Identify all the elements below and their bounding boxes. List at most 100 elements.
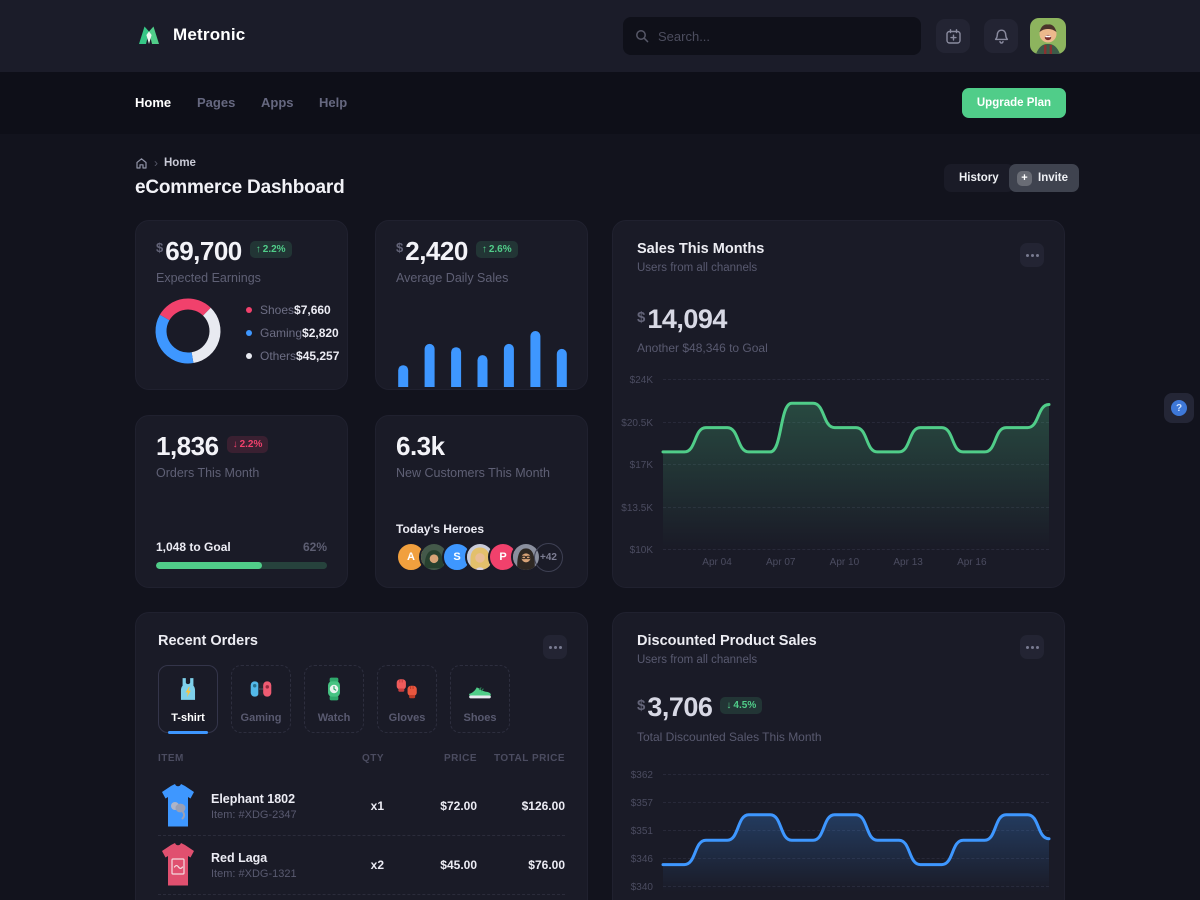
avatar-photo-icon xyxy=(1030,18,1066,54)
card-subtitle: Users from all channels xyxy=(637,262,758,274)
legend-item: Shoes $7,660 xyxy=(246,303,331,317)
nav-item-home[interactable]: Home xyxy=(135,95,172,110)
orders-this-month-card: 1,836 ↓ 2.2% Orders This Month 1,048 to G… xyxy=(135,415,348,588)
invite-label: Invite xyxy=(1038,172,1069,184)
delta-badge-up: ↑ 2.6% xyxy=(475,240,518,258)
item-name[interactable]: Elephant 1802 xyxy=(211,791,296,806)
ellipsis-menu-button[interactable] xyxy=(1020,243,1044,267)
tab-label: Gloves xyxy=(388,712,426,724)
hero-avatar-more-count[interactable]: +42 xyxy=(534,543,563,572)
y-axis-tick: $340 xyxy=(630,882,653,893)
metric-label: Average Daily Sales xyxy=(396,271,509,285)
brand[interactable]: Metronic xyxy=(135,21,245,49)
orders-goal-percent: 62% xyxy=(302,540,327,554)
gridline: $20.5K xyxy=(621,418,1049,429)
red-tshirt-thumbnail-icon xyxy=(162,843,194,886)
legend-amount: $2,820 xyxy=(302,326,339,340)
expected-earnings-metric: $ 69,700 ↑ 2.2% xyxy=(156,237,292,265)
sales-metric: $ 14,094 xyxy=(637,304,727,334)
customers-metric: 6.3k xyxy=(396,432,445,460)
delta-badge-up: ↑ 2.2% xyxy=(249,240,292,258)
orders-goal-label: 1,048 to Goal xyxy=(156,540,231,554)
delta-value: 2.2% xyxy=(239,438,263,450)
calendar-add-icon xyxy=(945,28,961,44)
tab-label: Gaming xyxy=(240,712,282,724)
search-box[interactable] xyxy=(623,17,921,55)
blue-tshirt-thumbnail-icon xyxy=(162,784,194,827)
orders-goal-row: 1,048 to Goal 62% xyxy=(156,540,327,554)
legend-item: Others $45,257 xyxy=(246,349,339,363)
question-mark-badge-icon: ? xyxy=(1171,400,1187,416)
tab-label: Watch xyxy=(317,712,351,724)
breadcrumb-separator-icon xyxy=(154,156,158,170)
gamepad-icon xyxy=(250,681,272,697)
x-axis-tick: Apr 16 xyxy=(957,557,987,568)
nav-item-apps[interactable]: Apps xyxy=(261,95,294,110)
nav-item-help[interactable]: Help xyxy=(319,95,348,110)
arrow-down-icon: ↓ xyxy=(726,700,732,712)
new-customers-card: 6.3k New Customers This Month Today's He… xyxy=(375,415,588,588)
tab-shoes[interactable]: Shoes xyxy=(450,665,510,733)
nav-item-pages[interactable]: Pages xyxy=(197,95,236,110)
legend-label: Others xyxy=(260,349,297,363)
y-axis-tick: $13.5K xyxy=(621,502,653,514)
y-axis-tick: $357 xyxy=(630,798,653,809)
y-axis-tick: $10K xyxy=(629,545,653,556)
main-nav: Home Pages Apps Help Upgrade Plan xyxy=(0,72,1200,134)
legend-dot-gaming xyxy=(246,330,252,336)
metric-label: New Customers This Month xyxy=(396,466,550,480)
delta-value: 2.6% xyxy=(488,243,512,255)
earnings-donut-chart xyxy=(155,298,221,364)
home-icon[interactable] xyxy=(135,157,148,170)
item-name[interactable]: Red Laga xyxy=(211,850,268,865)
item-price: $45.00 xyxy=(440,858,477,872)
tab-tshirt[interactable]: T-shirt xyxy=(158,665,218,734)
sales-goal-text: Another $48,346 to Goal xyxy=(637,341,768,355)
category-tabs: T-shirt Gaming xyxy=(158,665,510,734)
notifications-button[interactable] xyxy=(984,19,1018,53)
item-qty: x1 xyxy=(370,799,384,813)
invite-button[interactable]: Invite xyxy=(1009,164,1080,192)
upgrade-plan-button[interactable]: Upgrade Plan xyxy=(961,88,1066,118)
orders-value: 1,836 xyxy=(156,431,219,461)
legend-label: Gaming xyxy=(260,326,303,340)
search-input[interactable] xyxy=(658,28,909,44)
plus-icon xyxy=(1017,170,1032,186)
daily-sales-metric: $ 2,420 ↑ 2.6% xyxy=(396,237,518,265)
col-price: PRICE xyxy=(443,753,477,764)
customers-value: 6.3k xyxy=(396,431,445,461)
order-table-row[interactable]: Red Laga Item: #XDG-1321 x2 $45.00 $76.0… xyxy=(158,836,565,895)
ellipsis-menu-button[interactable] xyxy=(543,635,567,659)
discounted-metric: $ 3,706 ↓ 4.5% xyxy=(637,692,763,722)
discounted-value: 3,706 xyxy=(647,692,713,722)
y-axis-tick: $24K xyxy=(629,375,653,386)
currency-prefix: $ xyxy=(156,240,164,255)
tab-watch[interactable]: Watch xyxy=(304,665,364,733)
goal-progress xyxy=(156,562,327,569)
col-item: ITEM xyxy=(158,753,184,764)
watch-icon xyxy=(328,677,340,701)
history-button[interactable]: History xyxy=(944,164,1014,192)
bell-icon xyxy=(994,29,1008,44)
currency-prefix: $ xyxy=(396,240,404,255)
sales-this-months-card: Sales This Months Users from all channel… xyxy=(612,220,1065,588)
user-avatar[interactable] xyxy=(1030,18,1066,54)
ellipsis-menu-button[interactable] xyxy=(1020,635,1044,659)
order-table-row[interactable]: Elephant 1802 Item: #XDG-2347 x1 $72.00 … xyxy=(158,777,565,836)
tab-gloves[interactable]: Gloves xyxy=(377,665,437,733)
help-button[interactable]: ? xyxy=(1164,393,1194,423)
ellipsis-icon xyxy=(1025,253,1039,257)
item-qty: x2 xyxy=(370,858,384,872)
metronic-logo-icon xyxy=(139,26,159,44)
card-subtitle: Users from all channels xyxy=(637,654,758,666)
arrow-up-icon: ↑ xyxy=(481,243,487,255)
legend-amount: $7,660 xyxy=(294,303,331,317)
arrow-down-icon: ↓ xyxy=(232,438,238,450)
calendar-add-button[interactable] xyxy=(936,19,970,53)
legend-dot-shoes xyxy=(246,307,252,313)
y-axis-tick: $362 xyxy=(630,770,653,781)
legend-item: Gaming $2,820 xyxy=(246,326,339,340)
breadcrumb-item-home[interactable]: Home xyxy=(164,157,196,169)
tab-gaming[interactable]: Gaming xyxy=(231,665,291,733)
legend-label: Shoes xyxy=(260,303,295,317)
